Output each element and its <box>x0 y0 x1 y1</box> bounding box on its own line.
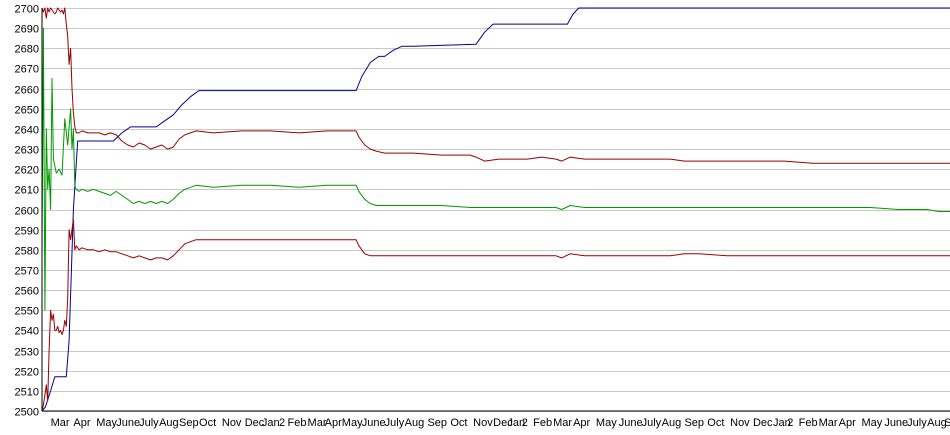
y-tick-label: 2550 <box>15 306 39 318</box>
y-tick-label: 2560 <box>15 286 39 298</box>
x-tick-label: Mar <box>308 417 327 429</box>
x-tick-label: Aug <box>159 417 179 429</box>
y-tick-label: 2630 <box>15 145 39 157</box>
y-tick-label: 2500 <box>15 407 39 419</box>
x-tick-label: Mar <box>553 417 572 429</box>
x-tick-label: Nov <box>222 417 242 429</box>
y-tick-label: 2520 <box>15 367 39 379</box>
y-tick-label: 2510 <box>15 387 39 399</box>
x-tick-label: Mar <box>819 417 838 429</box>
x-tick-label: Oct <box>450 417 467 429</box>
y-tick-label: 2660 <box>15 85 39 97</box>
grid-lines <box>42 8 950 412</box>
x-tick-label: Apr <box>839 417 856 429</box>
x-tick-label: Sep <box>944 417 950 429</box>
x-tick-label: Dec <box>493 417 513 429</box>
series-line-4 <box>41 219 950 412</box>
x-tick-label: Nov <box>473 417 493 429</box>
x-tick-label: Jan <box>262 417 280 429</box>
x-tick-label: May <box>96 417 117 429</box>
x-tick-label: Dec <box>753 417 773 429</box>
x-tick-label: Mar <box>51 417 70 429</box>
x-tick-label: Oct <box>199 417 216 429</box>
x-tick-label: Jan <box>773 417 791 429</box>
x-tick-label: July <box>907 417 927 429</box>
y-tick-label: 2530 <box>15 347 39 359</box>
y-tick-label: 2640 <box>15 125 39 137</box>
x-tick-label: Jan <box>507 417 525 429</box>
x-tick-label: Sep <box>684 417 704 429</box>
x-tick-label: June <box>116 417 140 429</box>
x-tick-label: Feb <box>288 417 307 429</box>
y-tick-labels: 2500 2510 2520 2530 2540 2550 2560 2570 2580 2590… <box>15 4 39 419</box>
y-tick-label: 2670 <box>15 64 39 76</box>
x-tick-label: June <box>884 417 908 429</box>
x-tick-label: Aug <box>405 417 425 429</box>
x-tick-label: Apr <box>325 417 342 429</box>
x-tick-label: Sep <box>179 417 199 429</box>
x-tick-label: Aug <box>662 417 682 429</box>
series-line-1 <box>41 7 950 412</box>
y-tick-label: 2580 <box>15 246 39 258</box>
x-tick-label: 2 <box>522 417 528 429</box>
x-tick-label: Feb <box>799 417 818 429</box>
y-tick-label: 2610 <box>15 185 39 197</box>
x-tick-label: Sep <box>427 417 447 429</box>
x-tick-label: May <box>596 417 617 429</box>
y-tick-label: 2690 <box>15 24 39 36</box>
series-line-2 <box>41 7 950 164</box>
x-tick-label: Feb <box>533 417 552 429</box>
x-tick-label: Apr <box>73 417 90 429</box>
x-tick-label: May <box>342 417 363 429</box>
y-tick-label: 2570 <box>15 266 39 278</box>
x-tick-label: June <box>362 417 386 429</box>
x-tick-label: Apr <box>573 417 590 429</box>
x-tick-label: Nov <box>730 417 750 429</box>
y-tick-label: 2700 <box>15 4 39 16</box>
y-tick-label: 2540 <box>15 326 39 338</box>
y-tick-label: 2650 <box>15 105 39 117</box>
x-tick-label: July <box>642 417 662 429</box>
x-tick-label: May <box>861 417 882 429</box>
x-tick-label: Aug <box>927 417 947 429</box>
series-lines <box>41 7 950 412</box>
y-tick-label: 2620 <box>15 165 39 177</box>
y-tick-label: 2590 <box>15 226 39 238</box>
axes <box>41 8 950 412</box>
x-tick-label: 2 <box>787 417 793 429</box>
x-tick-label: June <box>619 417 643 429</box>
y-tick-label: 2600 <box>15 206 39 218</box>
series-line-3 <box>41 27 950 311</box>
x-tick-label: Dec <box>245 417 265 429</box>
x-tick-label: July <box>385 417 405 429</box>
x-tick-label: Oct <box>707 417 724 429</box>
y-tick-label: 2680 <box>15 44 39 56</box>
x-tick-label: 2 <box>279 417 285 429</box>
x-tick-label: July <box>139 417 159 429</box>
